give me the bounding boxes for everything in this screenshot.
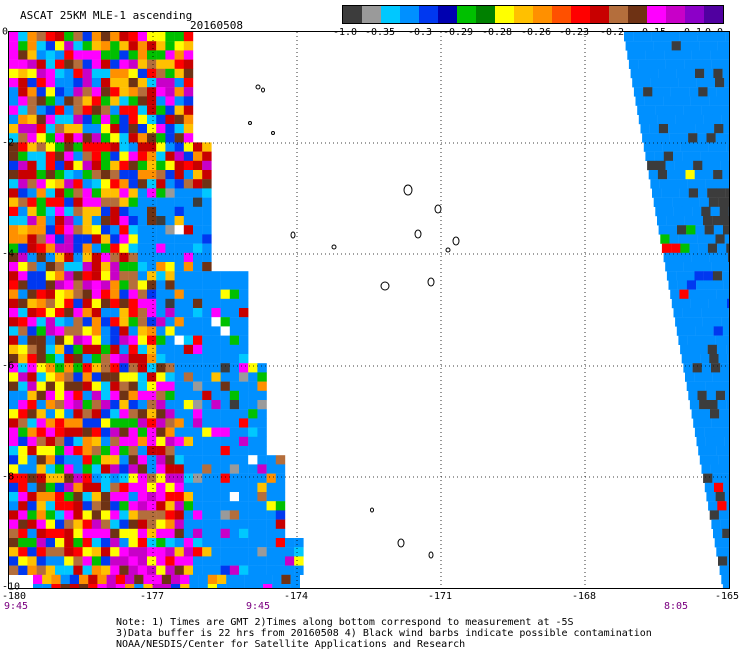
- latitude-label: 0: [2, 26, 9, 38]
- longitude-label: -180: [1, 591, 27, 602]
- island-outline: [403, 184, 413, 196]
- note-line-2: 3)Data buffer is 22 hrs from 20160508 4)…: [116, 628, 652, 639]
- island-outline: [370, 507, 374, 513]
- color-scale-swatch: [666, 6, 685, 23]
- island-outline: [428, 551, 434, 559]
- color-scale-label: -0.23: [558, 27, 590, 38]
- pass-time-label: 9:45: [3, 601, 29, 612]
- color-scale-label: -0.2: [599, 27, 625, 38]
- island-outline: [445, 247, 451, 253]
- color-scale-label: -0.3: [407, 27, 433, 38]
- color-scale-bar: [342, 5, 724, 24]
- color-scale-swatch: [533, 6, 552, 23]
- longitude-label: -171: [427, 591, 453, 602]
- note-line-3: NOAA/NESDIS/Center for Satellite Applica…: [116, 639, 466, 650]
- map-plot-area[interactable]: [8, 31, 730, 589]
- right-swath: [624, 32, 729, 588]
- color-scale-label: -0.29: [442, 27, 474, 38]
- color-scale-swatch: [552, 6, 571, 23]
- color-scale-swatch: [685, 6, 704, 23]
- island-outlines: [248, 84, 460, 559]
- island-outline: [248, 121, 252, 125]
- map-date: 20160508: [190, 19, 243, 32]
- island-outline: [397, 538, 405, 548]
- color-scale-label: -1.0: [332, 27, 358, 38]
- color-scale-swatch: [457, 6, 476, 23]
- color-scale-swatch: [628, 6, 647, 23]
- footer-notes: Note: 1) Times are GMT 2)Times along bot…: [116, 617, 652, 650]
- note-line-1: Note: 1) Times are GMT 2)Times along bot…: [116, 617, 574, 628]
- island-outline: [290, 231, 296, 239]
- longitude-label: -168: [571, 591, 597, 602]
- color-scale-swatch: [514, 6, 533, 23]
- pass-time-label: 8:05: [663, 601, 689, 612]
- latitude-label: -2: [2, 137, 15, 149]
- color-scale-swatch: [590, 6, 609, 23]
- color-scale-swatch: [647, 6, 666, 23]
- island-outline: [414, 229, 422, 239]
- pass-time-label: 9:45: [245, 601, 271, 612]
- color-scale-swatch: [495, 6, 514, 23]
- color-scale-swatch: [704, 6, 723, 23]
- color-scale-label: -0.35: [364, 27, 396, 38]
- color-scale-swatch: [381, 6, 400, 23]
- color-scale-label: -0.26: [520, 27, 552, 38]
- longitude-label: -177: [139, 591, 165, 602]
- island-outline: [261, 87, 265, 93]
- graticule: [9, 32, 729, 588]
- island-outline: [452, 236, 460, 246]
- island-outline: [271, 131, 275, 135]
- island-outline: [434, 204, 442, 214]
- island-outline: [427, 277, 435, 287]
- island-outline: [255, 84, 261, 90]
- color-scale-swatch: [343, 6, 362, 23]
- latitude-label: -6: [2, 360, 15, 372]
- island-outline: [331, 244, 337, 250]
- longitude-label: -174: [283, 591, 309, 602]
- left-swath: [9, 32, 304, 588]
- latitude-label: -10: [2, 581, 21, 593]
- swath-map: [9, 32, 729, 588]
- color-scale-swatch: [571, 6, 590, 23]
- color-scale-swatch: [419, 6, 438, 23]
- island-outline: [380, 281, 390, 291]
- color-scale-label: -0.28: [481, 27, 513, 38]
- color-scale-swatch: [609, 6, 628, 23]
- latitude-label: -4: [2, 248, 15, 260]
- color-scale-swatch: [438, 6, 457, 23]
- color-scale-swatch: [400, 6, 419, 23]
- color-scale-swatch: [476, 6, 495, 23]
- longitude-label: -165: [714, 591, 740, 602]
- map-title: ASCAT 25KM MLE-1 ascending: [20, 9, 193, 22]
- latitude-label: -8: [2, 471, 15, 483]
- color-scale-swatch: [362, 6, 381, 23]
